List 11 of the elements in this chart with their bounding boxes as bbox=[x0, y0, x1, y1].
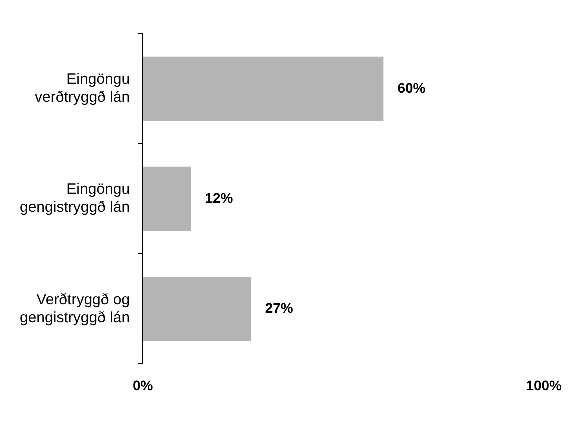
bar bbox=[143, 56, 384, 122]
x-tick-label: 100% bbox=[526, 377, 563, 394]
y-tick-label: Eingöngu verðtryggð lán bbox=[35, 71, 130, 106]
bar bbox=[143, 276, 252, 342]
bar bbox=[143, 166, 192, 232]
data-label: 60% bbox=[398, 80, 426, 96]
y-tick-label: Verðtryggð og gengistryggð lán bbox=[20, 291, 130, 326]
y-tick-label: Eingöngu gengistryggð lán bbox=[20, 181, 130, 216]
data-label: 12% bbox=[205, 190, 234, 206]
data-label: 27% bbox=[265, 300, 294, 316]
x-tick-label: 0% bbox=[132, 377, 154, 394]
